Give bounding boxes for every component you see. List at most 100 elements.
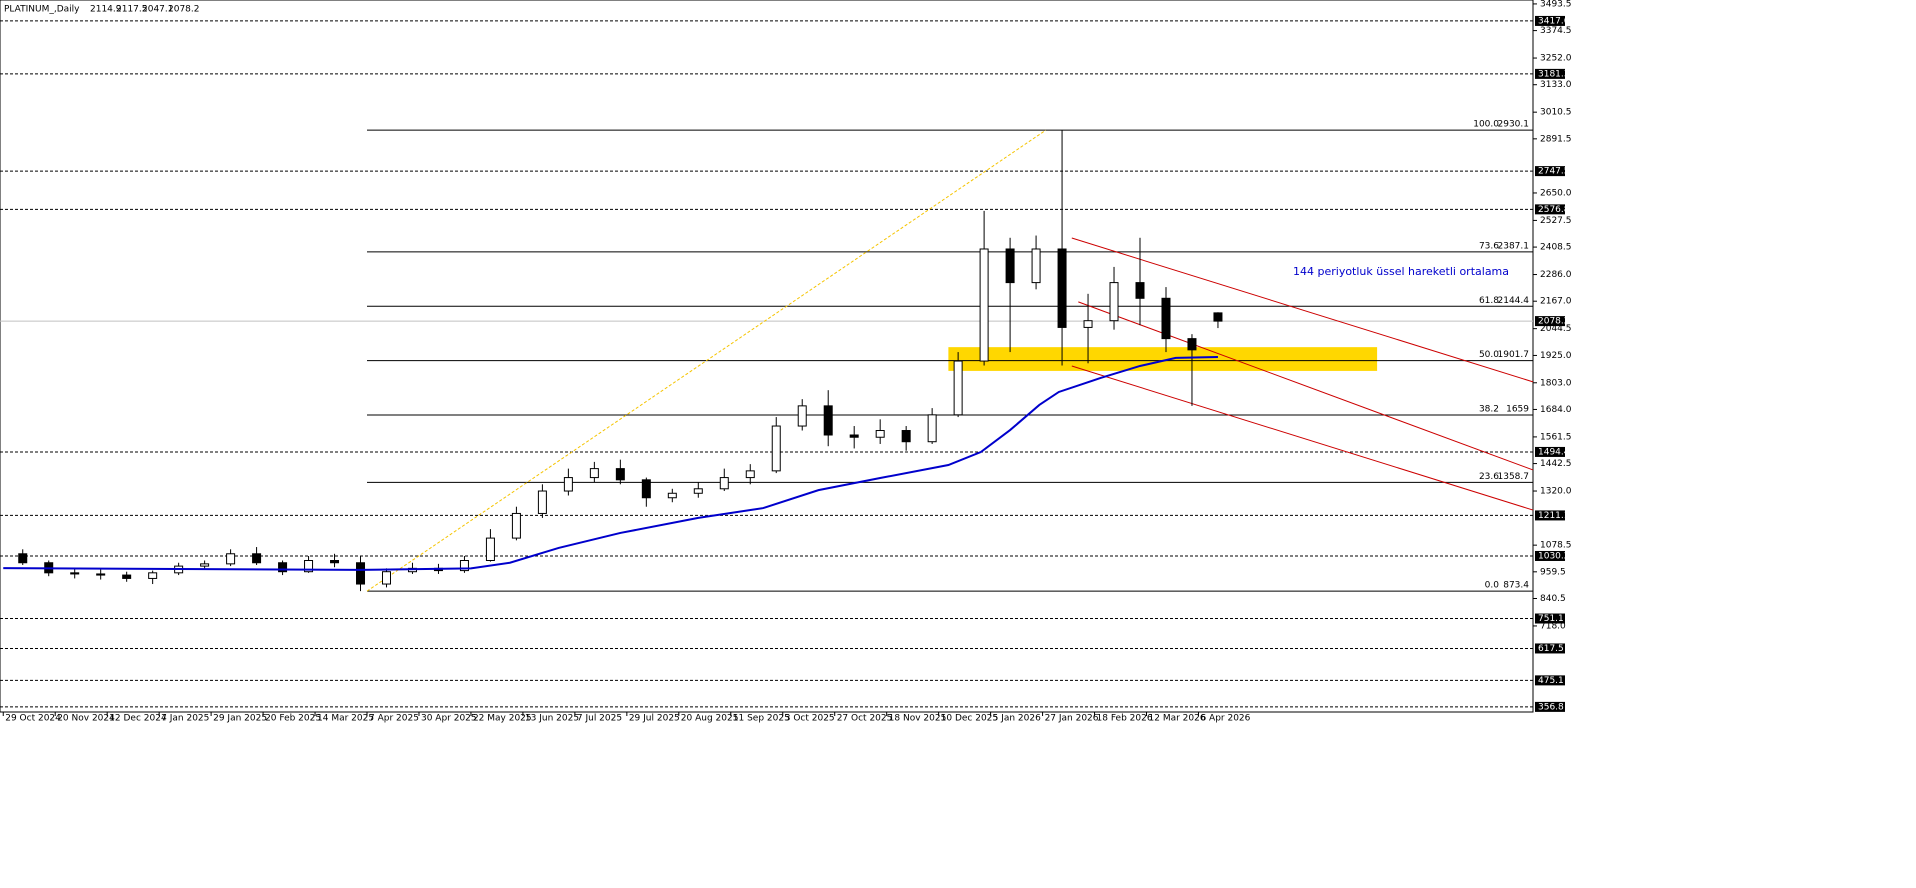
- candle-body: [641, 479, 651, 499]
- candle-body: [537, 490, 547, 514]
- candle-body: [252, 553, 262, 564]
- candle-body: [823, 405, 833, 436]
- y-tick-label: 3133.0: [1540, 80, 1572, 90]
- fib-price: 1358.7: [1498, 472, 1530, 482]
- candle-body: [1109, 282, 1119, 322]
- x-tick-label: 20 Aug 2025: [681, 714, 739, 724]
- candle-body: [693, 488, 703, 494]
- y-tick-label: 2167.0: [1540, 297, 1572, 307]
- price-box: [1535, 316, 1565, 327]
- fib-price: 1901.7: [1498, 350, 1530, 360]
- level-box: [1535, 613, 1565, 624]
- candle-body: [122, 574, 132, 579]
- y-tick-label: 718.0: [1540, 621, 1566, 631]
- y-tick-label: 3374.5: [1540, 26, 1572, 36]
- candle-body: [330, 560, 340, 564]
- candle-body: [667, 492, 677, 499]
- y-tick-label: 2527.5: [1540, 216, 1572, 226]
- x-tick-label: 12 Mar 2026: [1149, 714, 1206, 724]
- candle-body: [875, 430, 885, 438]
- fib-ratio: 38.2: [1479, 405, 1499, 415]
- x-tick-label: 11 Sep 2025: [733, 714, 790, 724]
- level-box: [1535, 675, 1565, 686]
- candle-body: [70, 572, 80, 575]
- x-tick-label: 7 Apr 2025: [369, 714, 419, 724]
- fib-ratio: 50.0: [1479, 350, 1499, 360]
- candle-body: [381, 571, 391, 585]
- candle-body: [771, 425, 781, 472]
- level-label: 475.1: [1538, 676, 1564, 686]
- candle-body: [459, 560, 469, 572]
- fib-ratio: 73.6: [1479, 241, 1499, 251]
- x-tick-label: 12 Dec 2024: [109, 714, 167, 724]
- ema-line: [3, 356, 1218, 571]
- candle-body: [485, 537, 495, 562]
- candle-body: [1187, 338, 1197, 351]
- x-tick-label: 18 Nov 2025: [889, 714, 947, 724]
- fib-price: 873.4: [1503, 581, 1529, 591]
- channel-line: [1078, 301, 1534, 471]
- candle-body: [356, 562, 366, 585]
- channel-line: [1071, 237, 1534, 383]
- x-tick-label: 22 May 2025: [473, 714, 532, 724]
- candle-body: [18, 553, 28, 564]
- x-tick-label: 27 Oct 2025: [837, 714, 893, 724]
- x-tick-label: 27 Jan 2026: [1045, 714, 1099, 724]
- header-open: 2114.9: [90, 5, 122, 15]
- x-tick-label: 20 Feb 2025: [265, 714, 321, 724]
- candle-body: [1083, 320, 1093, 328]
- plot-frame: [0, 0, 1534, 713]
- fib-ratio: 23.6: [1479, 472, 1499, 482]
- y-tick-label: 1803.0: [1540, 378, 1572, 388]
- x-tick-label: 7 Jan 2025: [161, 714, 209, 724]
- candle-body: [1031, 248, 1041, 284]
- header-high: 2117.5: [116, 5, 148, 15]
- fib-price: 1659: [1506, 405, 1529, 415]
- candle-body: [511, 512, 521, 539]
- y-tick-label: 2286.0: [1540, 270, 1572, 280]
- x-tick-label: 29 Oct 2024: [5, 714, 61, 724]
- candle-body: [615, 468, 625, 481]
- candle-body: [96, 573, 106, 576]
- level-label: 617.5: [1538, 644, 1564, 654]
- level-box: [1535, 701, 1565, 712]
- level-box: [1535, 15, 1565, 26]
- level-box: [1535, 166, 1565, 177]
- y-tick-label: 1925.0: [1540, 351, 1572, 361]
- x-tick-label: 30 Apr 2025: [421, 714, 477, 724]
- level-box: [1535, 446, 1565, 457]
- trend-line: [366, 129, 1047, 592]
- y-tick-label: 3010.5: [1540, 108, 1572, 118]
- candle-body: [563, 477, 573, 492]
- level-box: [1535, 204, 1565, 215]
- candle-body: [1135, 282, 1145, 299]
- channel-line: [1071, 365, 1534, 511]
- candle-body: [901, 430, 911, 443]
- candle-body: [200, 563, 210, 567]
- level-box: [1535, 643, 1565, 654]
- y-tick-label: 2650.0: [1540, 188, 1572, 198]
- y-tick-label: 3493.5: [1540, 0, 1572, 9]
- x-tick-label: 10 Dec 2025: [941, 714, 999, 724]
- x-tick-label: 18 Feb 2026: [1097, 714, 1153, 724]
- x-tick-label: 6 Apr 2026: [1200, 714, 1250, 724]
- fib-price: 2144.4: [1498, 296, 1530, 306]
- level-label: 2747.5: [1538, 167, 1570, 177]
- x-tick-label: 3 Oct 2025: [785, 714, 835, 724]
- x-tick-label: 29 Jul 2025: [629, 714, 680, 724]
- y-tick-label: 840.5: [1540, 594, 1566, 604]
- candle-body: [1213, 312, 1223, 322]
- level-box: [1535, 510, 1565, 521]
- x-tick-label: 20 Nov 2024: [57, 714, 115, 724]
- candle-body: [1161, 297, 1171, 340]
- candle-body: [226, 553, 236, 565]
- level-box: [1535, 550, 1565, 561]
- candle-body: [849, 434, 859, 438]
- y-tick-label: 1078.5: [1540, 541, 1572, 551]
- y-tick-label: 1442.5: [1540, 459, 1572, 469]
- level-label: 1030.2: [1538, 551, 1570, 561]
- fib-price: 2930.1: [1498, 120, 1530, 130]
- level-label: 3181.3: [1538, 69, 1570, 79]
- level-label: 3417.6: [1538, 16, 1570, 26]
- candle-body: [953, 360, 963, 416]
